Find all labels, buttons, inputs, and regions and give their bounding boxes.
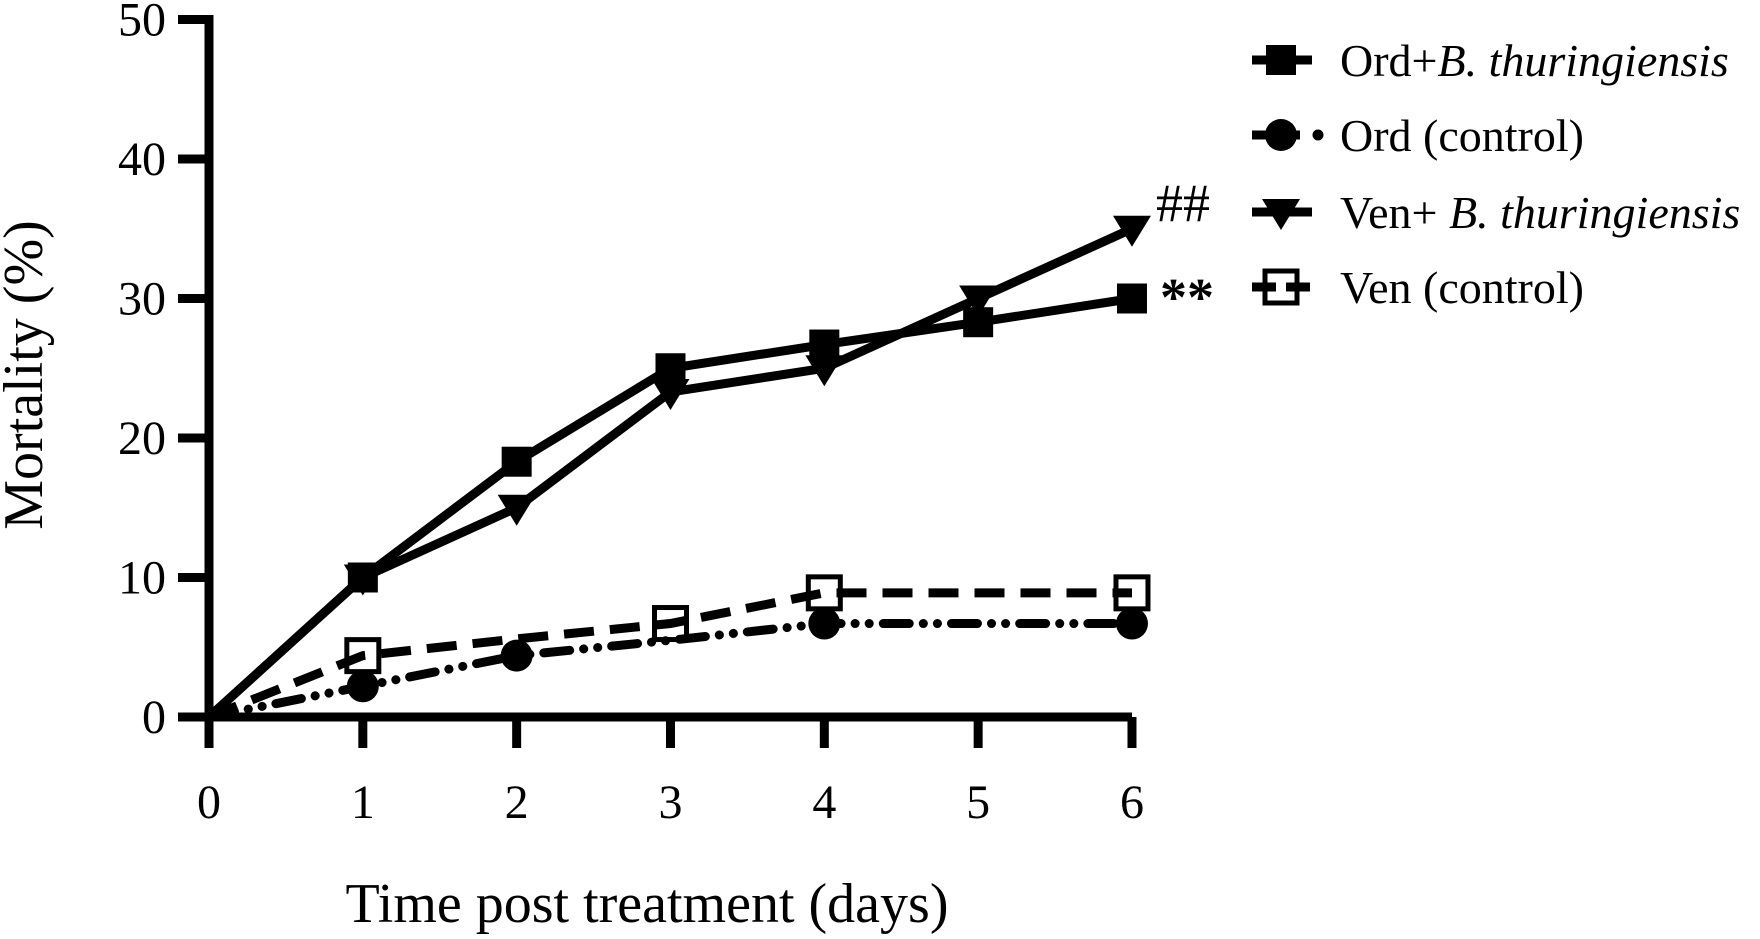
x-tick-label: 3: [658, 776, 682, 829]
x-tick-label: 6: [1120, 776, 1144, 829]
filled-circle-icon: [1265, 119, 1297, 151]
x-axis-title: Time post treatment (days): [346, 873, 949, 935]
annotation-hashes: ##: [1156, 173, 1210, 233]
filled-triangle-down-marker: [805, 355, 844, 387]
filled-triangle-down-marker: [959, 285, 998, 317]
filled-triangle-down-marker: [1112, 215, 1151, 247]
annotation-asterisks: **: [1160, 268, 1214, 328]
legend-item-ord-b-thuringiensis: Ord+B. thuringiensis: [1252, 35, 1729, 86]
markers-ord-b-thuringiensis: [347, 283, 1147, 593]
legend-label: Ven (control): [1340, 262, 1584, 313]
axes: [178, 15, 1137, 748]
y-tick-label: 0: [142, 691, 166, 744]
markers-ord-control: [346, 607, 1148, 703]
x-tick-label: 4: [812, 776, 836, 829]
filled-square-marker: [501, 446, 532, 477]
filled-square-marker: [809, 329, 840, 360]
y-tick-label: 10: [118, 552, 166, 605]
series-markers: [343, 215, 1151, 703]
significance-annotations: ## **: [1156, 173, 1214, 328]
tick-labels: 0 10 20 30 40 50 0 1 2 3 4 5 6: [118, 0, 1144, 829]
filled-triangle-down-marker: [651, 378, 690, 410]
filled-square-marker: [347, 562, 378, 593]
filled-circle-marker: [500, 639, 533, 672]
series-line-ven-control: [207, 588, 1132, 722]
filled-square-icon: [1266, 45, 1296, 75]
filled-triangle-down-icon: [1262, 199, 1300, 230]
legend-label: Ord (control): [1340, 110, 1584, 161]
legend-item-ven-control: Ven (control): [1252, 262, 1584, 313]
filled-triangle-down-marker: [497, 494, 536, 526]
filled-square-marker: [963, 307, 994, 338]
y-tick-label: 20: [118, 412, 166, 465]
legend-sample-dot: [1312, 129, 1324, 141]
open-square-marker: [651, 605, 689, 643]
legend-item-ven-b-thuringiensis: Ven+ B. thuringiensis: [1252, 187, 1740, 238]
legend-label: Ven+ B. thuringiensis: [1340, 187, 1740, 238]
filled-circle-marker: [346, 670, 379, 703]
x-tick-label: 1: [351, 776, 375, 829]
x-tick-label: 2: [505, 776, 529, 829]
y-tick-label: 30: [118, 273, 166, 326]
y-tick-label: 50: [118, 0, 166, 47]
legend-item-ord-control: Ord (control): [1252, 110, 1584, 161]
filled-square-marker: [1116, 283, 1147, 314]
open-square-icon: [1262, 268, 1300, 306]
filled-circle-marker: [1115, 607, 1148, 640]
legend: Ord+B. thuringiensis Ord (control) Ven+ B.…: [1252, 35, 1740, 313]
x-tick-label: 0: [197, 776, 221, 829]
y-axis-title: Mortality (%): [0, 220, 55, 529]
x-tick-label: 5: [966, 776, 990, 829]
filled-circle-marker: [808, 607, 841, 640]
legend-label: Ord+B. thuringiensis: [1340, 35, 1729, 86]
filled-square-marker: [655, 353, 686, 384]
y-tick-label: 40: [118, 133, 166, 186]
